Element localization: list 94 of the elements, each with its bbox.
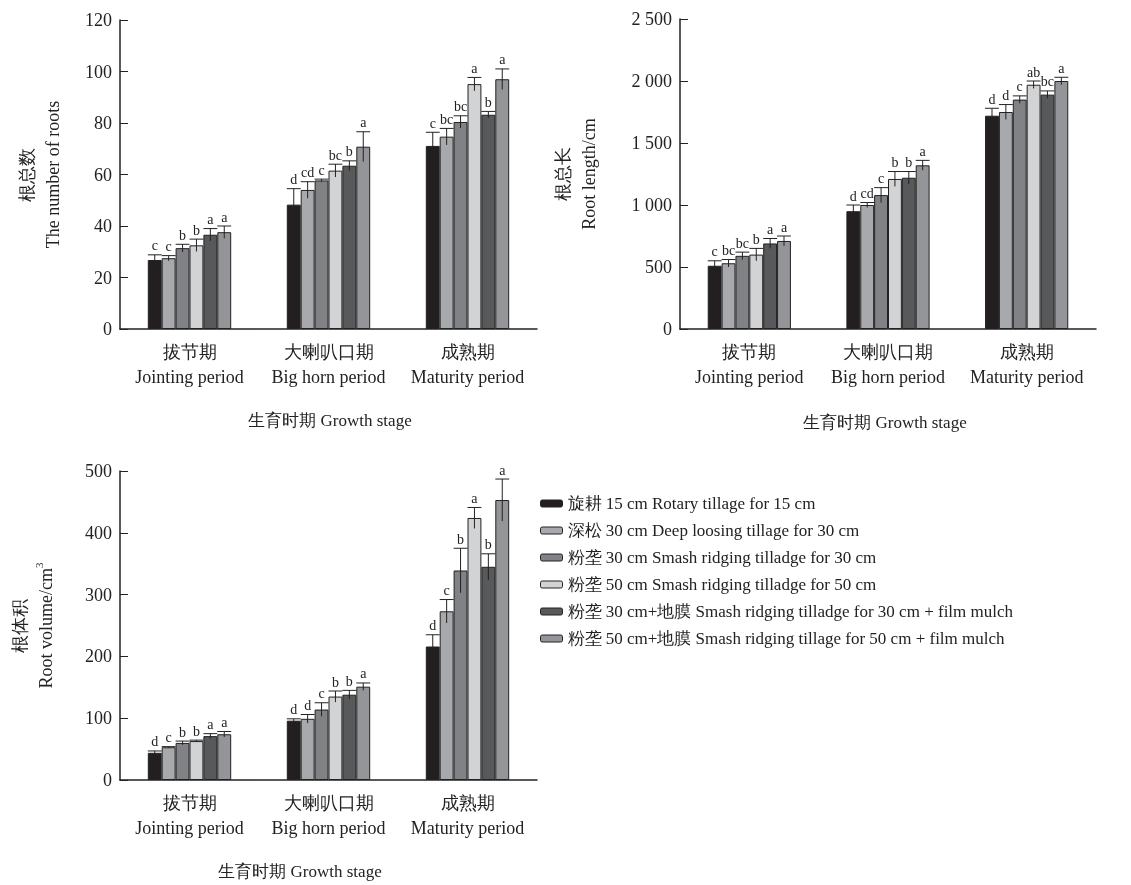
data-label: a [1058,60,1066,76]
y-tick-label: 1 500 [631,133,672,153]
data-label: a [499,462,507,478]
data-label: bc [1040,74,1055,90]
data-label: c [318,686,325,702]
x-tick-label: 成熟期 Maturity period [410,792,525,838]
data-label: b [179,724,187,740]
y-tick-label: 400 [85,522,112,543]
data-label: a [499,52,507,68]
data-label: b [192,723,200,739]
y-tick-label: 2 000 [631,71,672,91]
y-tick-label: 40 [94,216,112,236]
y-tick-label: 100 [85,708,112,729]
data-label: c [429,115,436,131]
y-tick-label: 500 [85,461,112,481]
y-tick-label: 100 [85,61,112,82]
data-label: cd [860,186,874,202]
x-tick-label: 大喇叭口期 Big horn period [831,341,945,387]
y-tick-label: 0 [103,319,112,339]
data-label: d [429,618,437,634]
y-tick-label: 500 [645,257,672,277]
data-label: d [1002,88,1010,104]
data-label: c [165,730,172,746]
data-label: a [207,717,215,733]
x-tick-label: 成熟期 Maturity period [969,341,1084,387]
legend-label: 旋耕 15 cm Rotary tillage for 15 cm [567,494,816,513]
data-label: c [443,583,450,599]
data-label: c [711,244,718,260]
legend-label: 粉垄 30 cm Smash ridging tilladge for 30 cm [567,548,877,567]
x-axis-title: 生育时期 Growth stage [803,412,967,432]
x-tick-label: 拔节期 Jointing period [135,341,244,387]
data-label: d [849,188,857,204]
y-axis-title: 根体积 Root volume/cm3 [10,562,56,689]
x-tick-label: 大喇叭口期 Big horn period [271,341,386,387]
data-label: bc [735,235,750,251]
x-axis-title: 生育时期 Growth stage [218,861,382,881]
data-label: ab [1026,64,1041,80]
data-label: a [360,666,368,682]
data-label: a [471,60,479,76]
data-label: b [752,231,760,247]
x-tick-label: 大喇叭口期 Big horn period [271,792,386,838]
data-label: bc [440,111,454,127]
y-tick-label: 2 500 [631,9,672,29]
data-label: b [484,94,492,110]
data-label: cd [301,165,315,181]
y-tick-label: 300 [85,584,112,605]
data-label: b [331,674,339,690]
legend-label: 粉垄 50 cm+地膜 Smash ridging tillage for 50 cm + film mulch [567,629,1006,648]
y-tick-label: 120 [85,10,112,30]
data-label: c [1016,79,1023,95]
y-tick-label: 0 [663,319,672,339]
y-tick-label: 80 [94,113,112,133]
x-axis-title: 生育时期 Growth stage [248,410,412,430]
data-label: d [290,172,298,188]
data-label: b [905,155,913,171]
x-tick-label: 成熟期 Maturity period [410,341,525,387]
data-label: bc [328,147,343,163]
data-label: bc [721,243,736,259]
data-label: d [151,734,159,750]
data-label: b [345,144,353,160]
y-tick-label: 0 [103,770,112,790]
y-axis-title: 根总长 Root length/cm [553,118,599,230]
data-label: d [304,697,312,713]
data-label: a [221,714,229,730]
data-label: b [179,227,187,243]
data-label: a [221,209,229,225]
legend-label: 深松 30 cm Deep loosing tillage for 30 cm [567,521,860,540]
data-label: a [471,490,479,506]
data-label: d [290,702,298,718]
y-tick-label: 1 000 [631,195,672,215]
x-tick-label: 拔节期 Jointing period [135,792,244,838]
data-label: a [207,212,215,228]
data-label: a [360,115,368,131]
x-tick-label: 拔节期 Jointing period [695,341,804,387]
data-label: a [780,219,788,235]
data-label: a [767,221,775,237]
data-label: c [165,239,172,255]
data-label: b [345,673,353,689]
y-tick-label: 60 [94,164,112,185]
data-label: a [919,143,927,159]
y-axis-title: 根总数 The number of roots [17,100,63,249]
data-label: c [877,171,885,187]
data-label: c [151,238,158,254]
legend-label: 粉垄 30 cm+地膜 Smash ridging tilladge for 30 cm + film mulch [567,602,1014,621]
data-label: b [192,222,200,238]
data-label: b [457,531,465,547]
y-tick-label: 20 [94,267,112,288]
data-label: d [988,91,996,107]
data-label: b [891,155,899,171]
data-label: c [318,162,325,178]
y-tick-label: 200 [85,646,112,667]
data-label: b [484,537,492,553]
data-label: bc [453,99,468,115]
legend-label: 粉垄 50 cm Smash ridging tilladge for 50 cm [567,575,877,594]
